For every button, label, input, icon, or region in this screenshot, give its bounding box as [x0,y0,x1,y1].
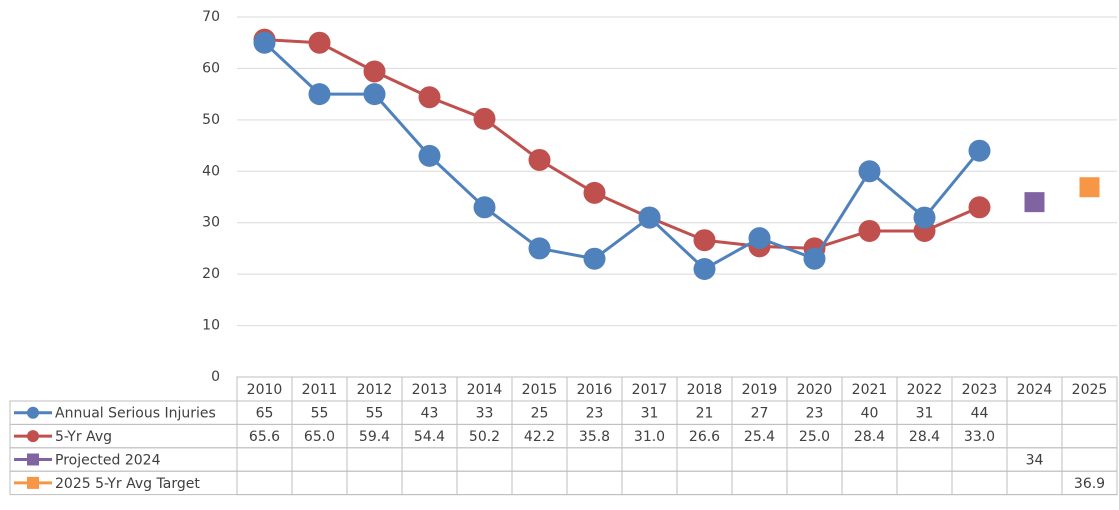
table-value: 25.0 [799,429,830,445]
table-value: 44 [971,406,989,422]
table-value: 40 [861,406,879,422]
data-point [913,206,936,229]
table-row [9,447,1118,472]
legend-label: Projected 2024 [55,453,161,469]
table-value: 55 [366,406,384,422]
table-value: 43 [421,406,439,422]
table-value: 31 [916,406,934,422]
x-tick-label: 2021 [852,382,888,398]
legend-label: Annual Serious Injuries [55,406,216,422]
x-tick-label: 2012 [357,382,393,398]
x-tick-label: 2017 [632,382,668,398]
data-point [253,31,276,54]
table-value: 27 [751,406,769,422]
legend-label: 5-Yr Avg [55,429,112,445]
data-point [968,196,991,219]
y-tick-label: 50 [202,112,220,128]
table-value: 54.4 [414,429,445,445]
legend-key-marker [27,476,39,489]
data-point [473,107,496,130]
y-tick-label: 60 [202,60,220,76]
data-point [363,83,386,106]
table-value: 33 [476,406,494,422]
table-row [9,423,1118,449]
table-value: 34 [1026,453,1044,469]
data-point [748,227,771,250]
x-tick-label: 2023 [962,382,998,398]
data-point [1079,177,1100,198]
x-tick-label: 2013 [412,382,448,398]
table-value: 28.4 [909,429,940,445]
x-tick-label: 2018 [687,382,723,398]
table-value: 55 [311,406,329,422]
x-tick-label: 2016 [577,382,613,398]
table-value: 25.4 [744,429,775,445]
data-point [803,247,826,270]
legend-key-marker [27,406,39,419]
y-tick-label: 30 [202,215,220,231]
table-value: 33.0 [964,429,995,445]
data-point [363,60,386,83]
table-value: 21 [696,406,714,422]
table-value: 42.2 [524,429,555,445]
y-tick-label: 40 [202,163,220,179]
table-value: 26.6 [689,429,720,445]
data-point [418,86,441,109]
x-tick-label: 2025 [1072,382,1108,398]
x-tick-label: 2010 [247,382,283,398]
data-point [308,83,331,106]
data-point [858,160,881,183]
y-tick-label: 0 [211,369,220,385]
table-value: 65.6 [249,429,280,445]
data-point [528,237,551,260]
table-value: 50.2 [469,429,500,445]
x-tick-label: 2022 [907,382,943,398]
x-tick-label: 2020 [797,382,833,398]
table-value: 36.9 [1074,476,1105,492]
table-value: 23 [806,406,824,422]
x-tick-label: 2011 [302,382,338,398]
data-point [308,31,331,54]
table-value: 31.0 [634,429,665,445]
table-value: 59.4 [359,429,390,445]
data-point [693,229,716,252]
table-value: 31 [641,406,659,422]
y-tick-label: 70 [202,9,220,25]
table-value: 65 [256,406,274,422]
table-value: 25 [531,406,549,422]
table-value: 35.8 [579,429,610,445]
table-value: 65.0 [304,429,335,445]
x-tick-label: 2019 [742,382,778,398]
legend-key-marker [27,453,39,466]
y-tick-label: 10 [202,318,220,334]
data-point [528,148,551,171]
data-point [638,206,661,229]
data-point [583,181,606,204]
y-tick-label: 20 [202,266,220,282]
x-tick-label: 2024 [1017,382,1053,398]
series-line [263,41,981,271]
x-tick-label: 2014 [467,382,503,398]
data-point [858,219,881,242]
table-value: 23 [586,406,604,422]
data-point [968,139,991,162]
table-value: 28.4 [854,429,885,445]
legend-key-marker [27,430,39,443]
data-point [418,144,441,167]
table-row [9,470,1118,496]
data-point [693,258,716,280]
x-tick-label: 2015 [522,382,558,398]
data-point [583,247,606,270]
data-point [1024,192,1045,213]
legend-label: 2025 5-Yr Avg Target [55,476,200,492]
data-point [473,196,496,219]
